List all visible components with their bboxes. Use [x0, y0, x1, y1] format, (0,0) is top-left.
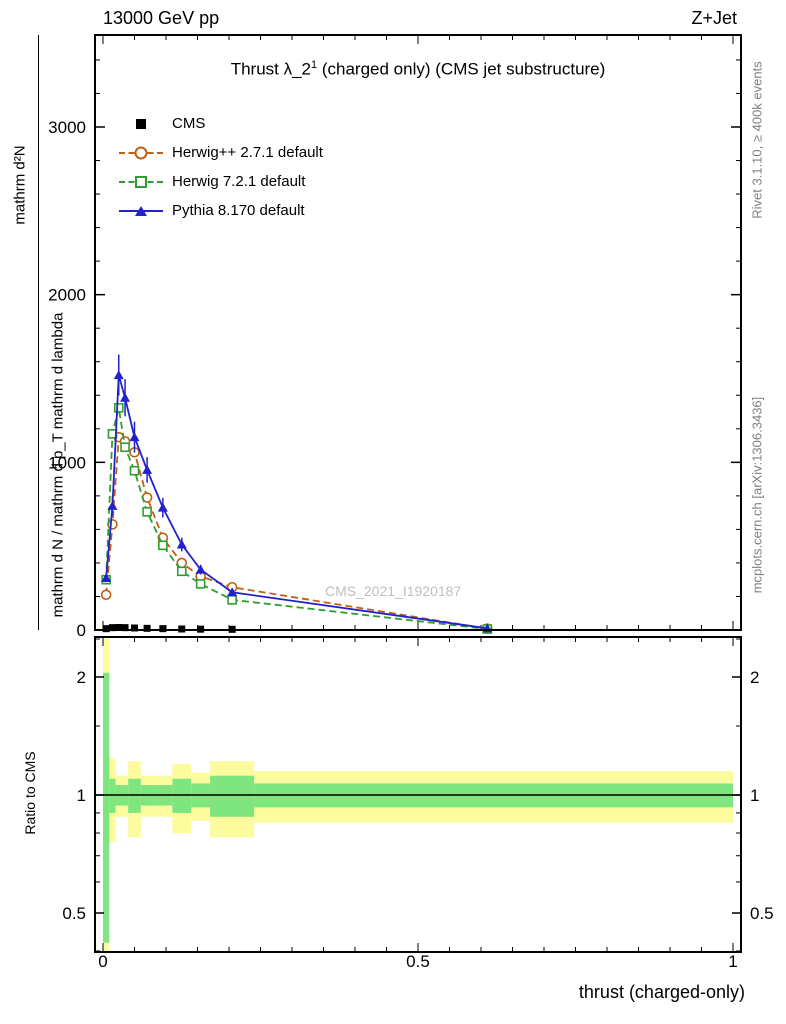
plot-title: Thrust λ_21 (charged only) (CMS jet subs… — [95, 59, 741, 80]
svg-text:1: 1 — [728, 952, 737, 971]
svg-text:0.5: 0.5 — [406, 952, 430, 971]
svg-text:2: 2 — [77, 668, 86, 687]
plot-title-main: Thrust λ_2 — [230, 59, 312, 79]
svg-text:3000: 3000 — [48, 118, 86, 137]
beam-energy-label: 13000 GeV pp — [103, 8, 220, 28]
svg-text:2: 2 — [750, 668, 759, 687]
legend-item-pythia: Pythia 8.170 default — [119, 196, 323, 225]
rivet-version-label: Rivet 3.1.10, ≥ 400k events — [749, 61, 765, 219]
legend-label-herwigpp: Herwig++ 2.7.1 default — [172, 144, 323, 161]
svg-text:1000: 1000 — [48, 453, 86, 472]
legend-label-pythia: Pythia 8.170 default — [172, 202, 305, 219]
ratio-axis-title: Ratio to CMS — [22, 751, 38, 835]
svg-text:1: 1 — [750, 786, 759, 805]
mcplots-reference-label: mcplots.cern.ch [arXiv:1306.3436] — [749, 396, 765, 594]
svg-text:0: 0 — [98, 952, 107, 971]
herwig7-marker-icon — [119, 174, 163, 190]
cms-marker-icon — [119, 116, 163, 132]
svg-text:0.5: 0.5 — [750, 904, 774, 923]
pythia-marker-icon — [119, 203, 163, 219]
main-plot: 0 1000 2000 3000 — [48, 34, 742, 640]
legend-item-cms: CMS — [119, 109, 323, 138]
y-axis-fraction-bar — [38, 35, 39, 630]
legend-label-herwig7: Herwig 7.2.1 default — [172, 173, 306, 190]
legend-item-herwig7: Herwig 7.2.1 default — [119, 167, 323, 196]
ratio-plot: 0 0.5 1 0.5 0.5 1 1 2 2 — [62, 636, 774, 971]
plot-title-rest: (charged only) (CMS jet substructure) — [317, 59, 606, 79]
analysis-watermark: CMS_2021_I1920187 — [325, 583, 462, 599]
ratio-panel: 0 0.5 1 0.5 0.5 1 1 2 2 — [62, 636, 774, 971]
herwigpp-marker-icon — [119, 145, 163, 161]
svg-text:0.5: 0.5 — [62, 904, 86, 923]
legend: CMS Herwig++ 2.7.1 default Herwig 7.2.1 … — [119, 109, 323, 225]
legend-item-herwigpp: Herwig++ 2.7.1 default — [119, 138, 323, 167]
y-axis-title-numerator: mathrm d²N — [11, 145, 29, 225]
main-plot-panel: 0 1000 2000 3000 Thrust λ_21 (charged only)… — [48, 34, 742, 640]
legend-label-cms: CMS — [172, 115, 206, 132]
svg-text:0: 0 — [77, 621, 86, 640]
svg-text:1: 1 — [77, 786, 86, 805]
process-label: Z+Jet — [691, 8, 737, 28]
x-axis-title: thrust (charged-only) — [578, 982, 745, 1002]
svg-text:2000: 2000 — [48, 286, 86, 305]
plot-title-superscript: 1 — [311, 59, 318, 71]
